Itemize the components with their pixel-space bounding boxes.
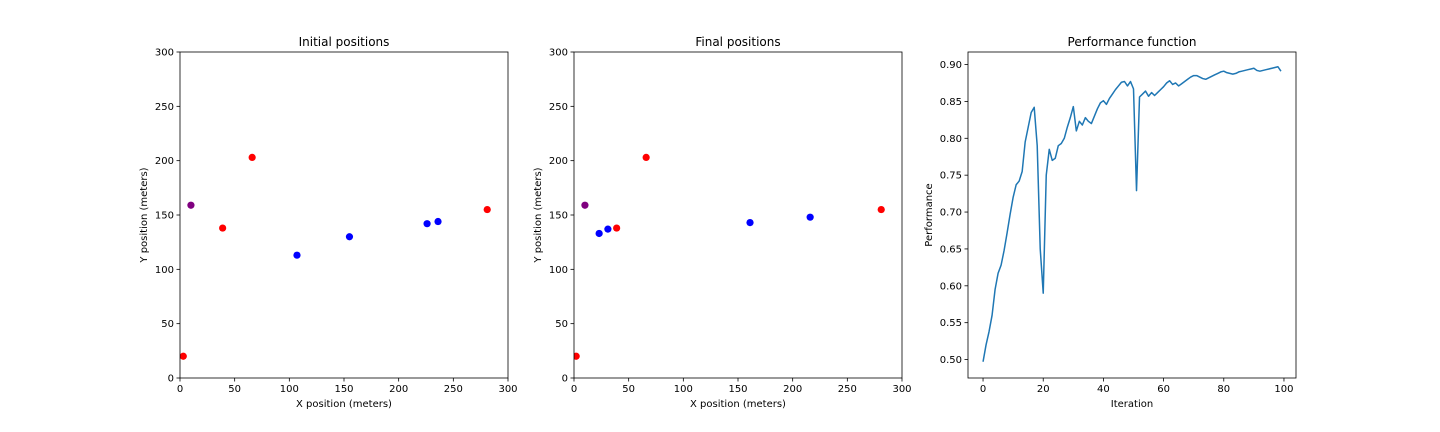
x-tick-label: 100 [674, 384, 693, 395]
y-tick-label: 300 [549, 48, 568, 59]
y-tick-label: 200 [549, 156, 568, 167]
y-tick-label: 0.70 [940, 208, 962, 219]
x-tick-label: 0 [177, 384, 183, 395]
y-tick-label: 0.55 [940, 318, 962, 329]
x-tick-label: 250 [838, 384, 857, 395]
x-tick-label: 0 [980, 384, 986, 395]
y-tick-label: 0 [168, 374, 174, 385]
x-tick-label: 200 [783, 384, 802, 395]
y-tick-label: 250 [155, 102, 174, 113]
y-tick-label: 200 [155, 156, 174, 167]
axes-frame [967, 51, 1297, 379]
x-tick-label: 0 [571, 384, 577, 395]
y-tick-label: 0.65 [940, 244, 962, 255]
scatter-point [219, 224, 227, 232]
y-tick-label: 100 [155, 265, 174, 276]
chart-panel-2: Final positions 0 50 100 150 200 250 300 0 50 100 1… [533, 35, 912, 410]
x-tick-label: 100 [1274, 384, 1293, 395]
y-tick-label: 0.60 [940, 281, 962, 292]
y-tick-label: 50 [161, 319, 174, 330]
axes-frame [573, 51, 903, 379]
scatter-point [595, 229, 603, 238]
y-tick-label: 0.80 [940, 134, 962, 145]
scatter-point [423, 220, 431, 228]
scatter-point [574, 352, 580, 360]
y-tick-label: 0.85 [940, 97, 962, 108]
scatter-point [483, 205, 491, 214]
chart-title: Final positions [695, 35, 780, 49]
scatter-point [806, 213, 814, 221]
y-tick-label: 300 [155, 48, 174, 59]
x-tick-label: 40 [1097, 384, 1110, 395]
x-tick-label: 250 [444, 384, 463, 395]
y-tick-label: 150 [549, 211, 568, 222]
chart-title: Performance function [1068, 35, 1197, 49]
scatter-point [187, 201, 195, 209]
x-tick-label: 20 [1037, 384, 1050, 395]
chart-panel-1: Initial positions 0 50 100 150 200 250 300 0 50 10… [139, 35, 518, 410]
scatter-point [293, 251, 301, 259]
series-line [982, 66, 1282, 362]
y-tick-label: 100 [549, 265, 568, 276]
x-tick-label: 150 [334, 384, 353, 395]
x-axis-label: X position (meters) [690, 399, 786, 410]
scatter-point [604, 225, 612, 233]
x-tick-label: 150 [728, 384, 747, 395]
x-tick-label: 50 [228, 384, 241, 395]
x-tick-label: 300 [498, 384, 517, 395]
y-tick-label: 0 [562, 374, 568, 385]
x-tick-label: 50 [622, 384, 635, 395]
y-tick-label: 150 [155, 211, 174, 222]
scatter-point [613, 224, 621, 232]
y-tick-label: 0.90 [940, 60, 962, 71]
x-tick-label: 200 [389, 384, 408, 395]
x-tick-label: 300 [892, 384, 911, 395]
scatter-point [345, 233, 354, 241]
y-axis-label: Y position (meters) [533, 167, 544, 263]
y-tick-label: 0.50 [940, 355, 962, 366]
chart-panel-3: Performance function 0 20 40 60 80 100 0.50 0.55… [924, 35, 1297, 410]
y-tick-label: 50 [555, 319, 568, 330]
y-axis-label: Performance [924, 183, 935, 246]
scatter-point [434, 217, 442, 226]
axes-frame [179, 51, 509, 379]
scatter-point [581, 201, 589, 209]
x-tick-label: 100 [280, 384, 299, 395]
y-axis-label: Y position (meters) [139, 167, 150, 263]
y-tick-label: 0.75 [940, 171, 962, 182]
x-tick-label: 60 [1157, 384, 1170, 395]
scatter-point [877, 205, 885, 214]
x-tick-label: 80 [1217, 384, 1230, 395]
scatter-point [642, 153, 650, 162]
x-axis-label: X position (meters) [296, 399, 392, 410]
scatter-point [746, 219, 754, 227]
x-axis-label: Iteration [1111, 399, 1153, 410]
scatter-point [248, 153, 256, 162]
y-tick-label: 250 [549, 102, 568, 113]
scatter-point [180, 352, 187, 360]
chart-title: Initial positions [299, 35, 390, 49]
